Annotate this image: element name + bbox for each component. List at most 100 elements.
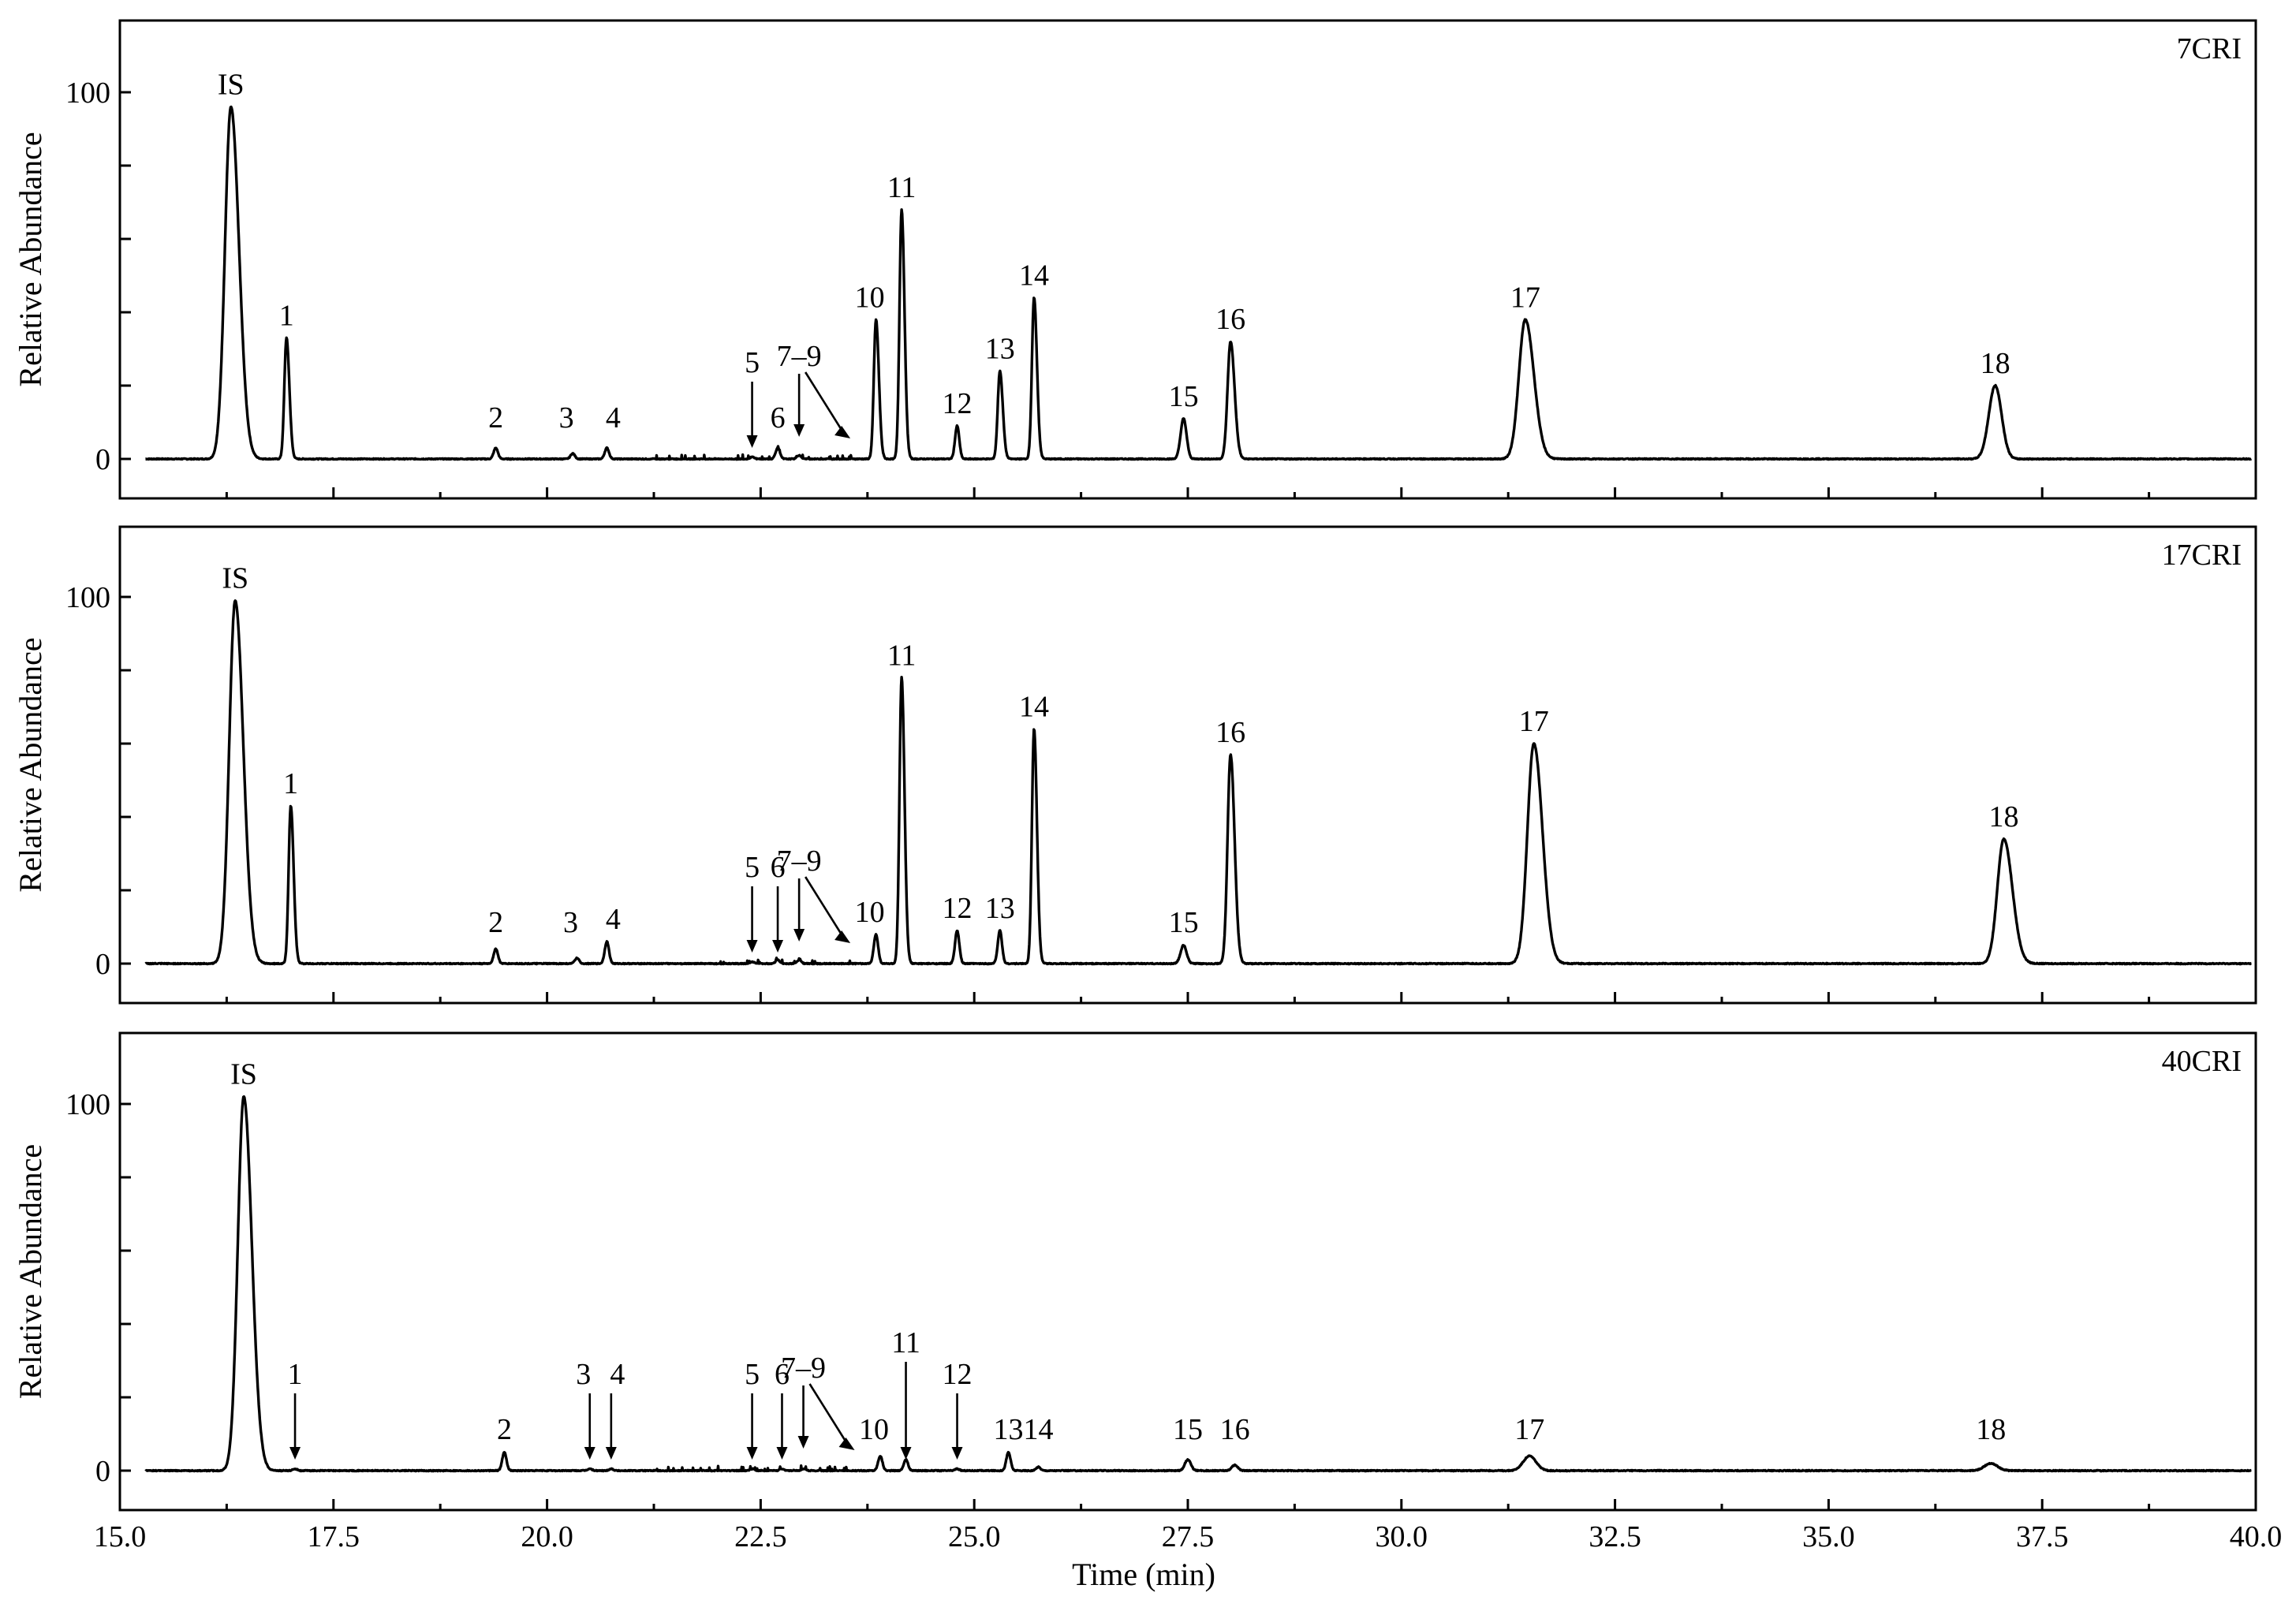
peak-label: 12	[943, 1358, 973, 1391]
peak-label: 2	[497, 1413, 512, 1446]
panel-name: 40CRI	[2162, 1045, 2242, 1078]
peak-arrow-head	[746, 940, 758, 953]
peak-label: IS	[230, 1058, 257, 1091]
y-tick-label: 100	[65, 581, 110, 614]
peak-label: 15	[1173, 1413, 1203, 1446]
peak-label: IS	[218, 69, 245, 102]
peak-label: 18	[1976, 1413, 2006, 1446]
peak-label: 13	[985, 332, 1015, 365]
peak-label: 2	[488, 401, 503, 434]
chromatogram-trace	[144, 1095, 2253, 1473]
peak-label: 13	[994, 1413, 1024, 1446]
peak-label: 3	[563, 906, 578, 939]
peak-label: 10	[855, 896, 885, 929]
peak-label: 12	[943, 387, 973, 420]
y-tick-label: 0	[95, 1455, 110, 1488]
x-tick-label: 22.5	[734, 1520, 787, 1553]
x-tick-label: 37.5	[2016, 1520, 2069, 1553]
x-tick-label: 32.5	[1589, 1520, 1641, 1553]
peak-label: 6	[771, 851, 786, 884]
peak-arrow-head	[797, 1436, 809, 1449]
peak-label: 14	[1019, 690, 1049, 723]
y-tick-label: 0	[95, 948, 110, 981]
peak-arrow-head	[746, 1447, 758, 1460]
x-tick-label: 27.5	[1162, 1520, 1215, 1553]
peak-arrow-head	[834, 930, 851, 943]
panel-name: 17CRI	[2162, 539, 2242, 572]
peak-label: 18	[1988, 800, 2018, 833]
peak-label: 16	[1215, 716, 1245, 749]
peak-label: 17	[1510, 281, 1540, 314]
chromatogram-trace	[144, 599, 2253, 966]
x-axis-title: Time (min)	[1072, 1557, 1215, 1592]
peak-label: 10	[855, 281, 885, 314]
peak-label: 4	[610, 1358, 625, 1391]
peak-label: 15	[1169, 380, 1199, 413]
peak-arrow-head	[776, 1447, 788, 1460]
peak-label: 16	[1215, 303, 1245, 336]
y-axis-title: Relative Abundance	[13, 132, 48, 386]
peak-label: 13	[985, 892, 1015, 925]
peak-label: 3	[576, 1358, 591, 1391]
peak-arrow	[808, 1383, 848, 1444]
panel-name: 7CRI	[2177, 32, 2242, 65]
peak-label: 4	[606, 903, 621, 936]
peak-label: 17	[1519, 705, 1549, 738]
peak-arrow	[805, 371, 844, 432]
peak-label: 10	[859, 1413, 889, 1446]
peak-label: 2	[488, 906, 503, 939]
x-axis: 15.0 17.5 20.0 22.5 25.0 27.5 30.0 32.5 35.0 37.5…	[94, 1520, 2283, 1553]
x-tick-label: 40.0	[2230, 1520, 2283, 1553]
peak-label: 11	[887, 639, 917, 672]
peak-arrow-head	[834, 426, 851, 438]
x-tick-label: 20.0	[521, 1520, 573, 1553]
y-axis-title: Relative Abundance	[13, 637, 48, 892]
peak-label: 5	[745, 346, 760, 379]
y-tick-label: 100	[65, 1088, 110, 1121]
x-tick-label: 15.0	[94, 1520, 147, 1553]
x-tick-label: 30.0	[1376, 1520, 1428, 1553]
peak-label: 1	[283, 767, 298, 800]
peak-arrow-head	[772, 940, 784, 953]
peak-label: 14	[1019, 259, 1049, 292]
peak-label: 11	[891, 1326, 920, 1359]
peak-arrow-head	[584, 1447, 595, 1460]
peak-label: 12	[943, 892, 973, 925]
peak-label: 4	[606, 401, 621, 434]
peak-label: 15	[1169, 906, 1199, 939]
peak-arrow-head	[793, 424, 805, 437]
y-axis-title: Relative Abundance	[13, 1144, 48, 1399]
peak-arrow-head	[289, 1447, 301, 1460]
peak-label: 18	[1981, 347, 2010, 380]
y-tick-label: 0	[95, 443, 110, 476]
peak-arrow-head	[605, 1447, 617, 1460]
x-tick-label: 25.0	[948, 1520, 1001, 1553]
peak-arrow-head	[951, 1447, 963, 1460]
peak-label: 5	[745, 851, 760, 884]
peak-label: 6	[775, 1358, 790, 1391]
x-tick-label: 17.5	[308, 1520, 360, 1553]
peak-label: 1	[288, 1358, 303, 1391]
peak-arrow-head	[746, 435, 758, 448]
peak-label: 7–9	[777, 845, 822, 878]
peak-label: 14	[1023, 1413, 1053, 1446]
y-tick-label: 100	[65, 76, 110, 110]
peak-arrow-head	[838, 1438, 855, 1450]
peak-label: 6	[771, 401, 786, 434]
peak-label: 11	[887, 171, 917, 204]
peak-arrow-head	[793, 929, 805, 942]
peak-arrow	[805, 876, 844, 937]
chromatogram-trace	[144, 105, 2253, 461]
x-tick-label: 35.0	[1802, 1520, 1855, 1553]
peak-label: 7–9	[777, 340, 822, 373]
peak-label: 17	[1514, 1413, 1544, 1446]
panel-frame	[118, 19, 2257, 500]
